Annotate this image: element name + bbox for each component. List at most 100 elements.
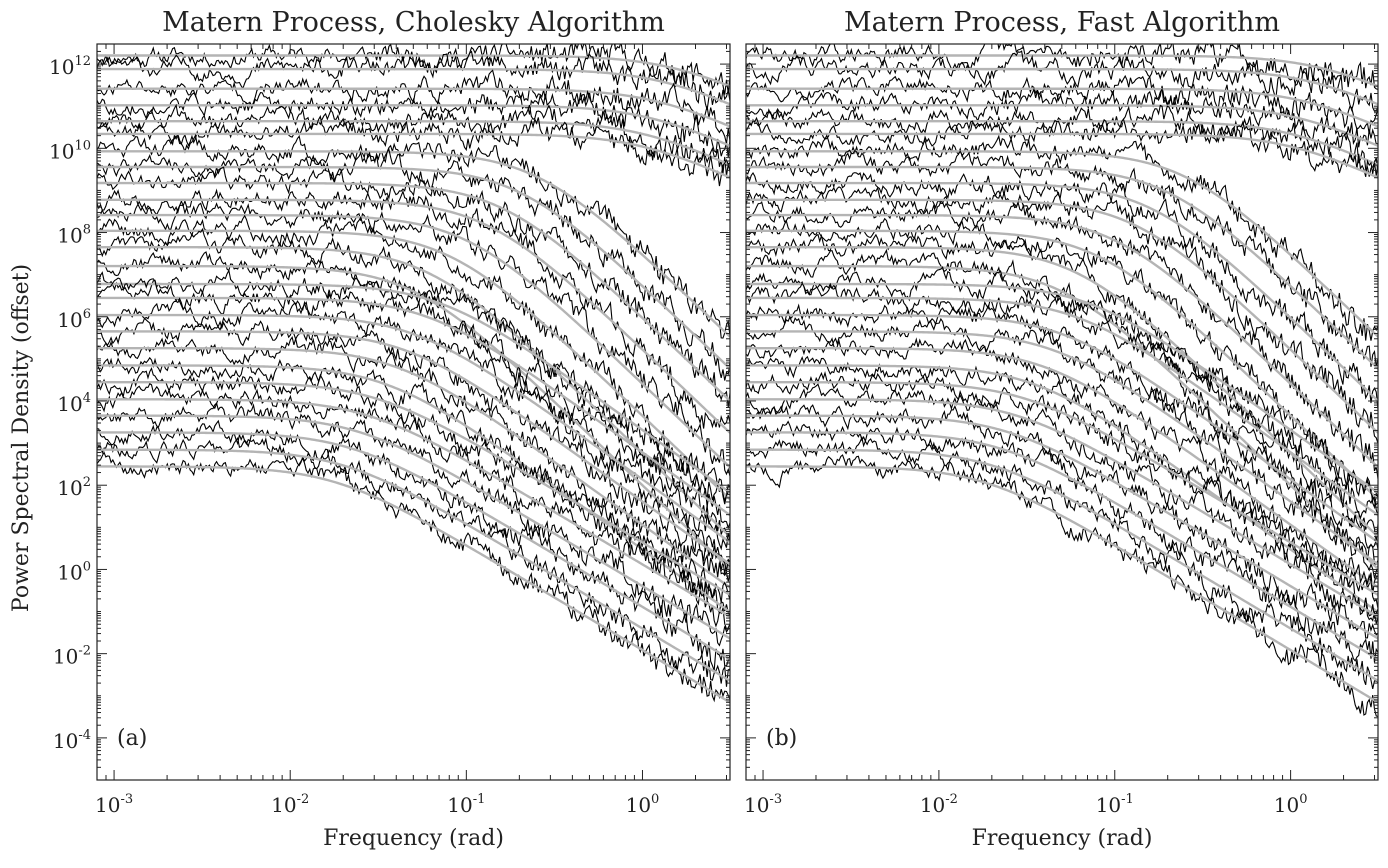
- theoretical-series-17: [746, 330, 1378, 566]
- theoretical-series-8: [97, 181, 730, 402]
- periodogram-series-20: [97, 366, 730, 603]
- x-tick-label: 10-3: [744, 792, 782, 817]
- theoretical-series-20: [97, 380, 730, 596]
- y-tick-label: 106: [57, 307, 91, 332]
- periodogram-series-2: [746, 74, 1378, 135]
- y-axis-label: Power Spectral Density (offset): [9, 264, 34, 612]
- theoretical-series-0: [97, 54, 730, 88]
- theoretical-series-15: [746, 296, 1378, 517]
- theoretical-series-14: [97, 282, 730, 494]
- x-tick-label: 100: [626, 792, 660, 817]
- theoretical-series-6: [97, 150, 730, 338]
- theoretical-series-16: [97, 313, 730, 544]
- theoretical-series-23: [97, 431, 730, 661]
- theoretical-series-25: [97, 465, 730, 704]
- theoretical-series-12: [746, 245, 1378, 538]
- panel-tag: (b): [766, 726, 797, 751]
- x-axis-label: Frequency (rad): [972, 826, 1153, 851]
- periodogram-series-16: [97, 297, 730, 551]
- y-tick-label: 1010: [49, 138, 91, 163]
- theoretical-series-21: [746, 398, 1378, 618]
- periodogram-series-9: [97, 188, 730, 429]
- theoretical-series-9: [97, 198, 730, 434]
- plot-area: [97, 44, 730, 704]
- x-axis-label: Frequency (rad): [323, 826, 504, 851]
- y-tick-label: 10-2: [53, 644, 91, 669]
- theoretical-series-5: [746, 132, 1378, 179]
- theoretical-series-13: [97, 264, 730, 570]
- theoretical-series-22: [746, 414, 1378, 640]
- x-tick-label: 10-2: [920, 792, 958, 817]
- theoretical-series-7: [97, 165, 730, 370]
- periodogram-series-22: [97, 402, 730, 647]
- plot-area: [746, 44, 1378, 718]
- panel-title: Matern Process, Cholesky Algorithm: [162, 7, 665, 38]
- theoretical-series-23: [746, 431, 1378, 661]
- theoretical-series-1: [746, 67, 1378, 106]
- y-tick-label: 10-4: [53, 728, 91, 753]
- theoretical-series-18: [746, 346, 1378, 589]
- theoretical-series-19: [746, 364, 1378, 614]
- periodogram-series-11: [746, 217, 1378, 510]
- periodogram-series-18: [97, 336, 730, 582]
- periodogram-series-13: [97, 251, 730, 577]
- y-tick-label: 102: [57, 475, 91, 500]
- theoretical-series-18: [97, 346, 730, 589]
- theoretical-series-11: [746, 229, 1378, 501]
- panel-title: Matern Process, Fast Algorithm: [844, 7, 1280, 38]
- theoretical-series-9: [746, 198, 1378, 434]
- x-tick-label: 10-3: [95, 792, 133, 817]
- panel-0: Matern Process, Cholesky Algorithm Freque…: [49, 7, 731, 851]
- periodogram-series-23: [97, 419, 730, 671]
- x-tick-label: 10-2: [271, 792, 309, 817]
- periodogram-series-25: [746, 454, 1378, 718]
- theoretical-series-8: [746, 181, 1378, 402]
- theoretical-series-20: [746, 380, 1378, 596]
- theoretical-series-4: [97, 120, 730, 166]
- periodogram-series-21: [97, 382, 730, 630]
- theoretical-series-15: [97, 296, 730, 517]
- periodogram-series-4: [97, 103, 730, 177]
- theoretical-series-2: [746, 87, 1378, 128]
- periodogram-series-8: [97, 166, 730, 408]
- theoretical-series-0: [746, 54, 1378, 88]
- periodogram-series-1: [97, 50, 730, 110]
- periodogram-series-3: [746, 87, 1378, 148]
- theoretical-series-13: [746, 264, 1378, 570]
- theoretical-series-4: [746, 120, 1378, 166]
- theoretical-series-24: [746, 448, 1378, 682]
- theoretical-series-7: [746, 165, 1378, 370]
- theoretical-series-1: [97, 67, 730, 106]
- periodogram-series-2: [97, 69, 730, 144]
- y-tick-label: 1012: [49, 54, 91, 79]
- theoretical-series-25: [746, 465, 1378, 704]
- y-tick-label: 104: [57, 391, 91, 416]
- panel-1: Matern Process, Fast Algorithm Frequency …: [744, 7, 1379, 851]
- theoretical-series-5: [97, 132, 730, 179]
- periodogram-series-10: [97, 200, 730, 477]
- periodogram-series-5: [97, 114, 730, 187]
- periodogram-series-20: [746, 371, 1378, 609]
- theoretical-series-17: [97, 330, 730, 566]
- x-tick-label: 10-1: [1096, 792, 1134, 817]
- theoretical-series-16: [746, 313, 1378, 544]
- y-tick-label: 100: [57, 559, 91, 584]
- periodogram-series-19: [97, 356, 730, 618]
- periodogram-series-6: [97, 133, 730, 339]
- theoretical-series-14: [746, 282, 1378, 494]
- periodogram-series-3: [97, 89, 730, 158]
- theoretical-series-12: [97, 245, 730, 538]
- periodogram-series-25: [97, 450, 730, 703]
- theoretical-series-2: [97, 87, 730, 128]
- periodogram-series-15: [746, 282, 1378, 520]
- y-tick-label: 108: [57, 223, 91, 248]
- theoretical-series-3: [746, 104, 1378, 147]
- periodogram-series-17: [97, 317, 730, 572]
- theoretical-series-10: [746, 213, 1378, 469]
- periodogram-series-24: [97, 436, 730, 687]
- theoretical-series-22: [97, 414, 730, 640]
- theoretical-series-21: [97, 398, 730, 618]
- periodogram-series-15: [97, 277, 730, 530]
- periodogram-series-18: [746, 337, 1378, 595]
